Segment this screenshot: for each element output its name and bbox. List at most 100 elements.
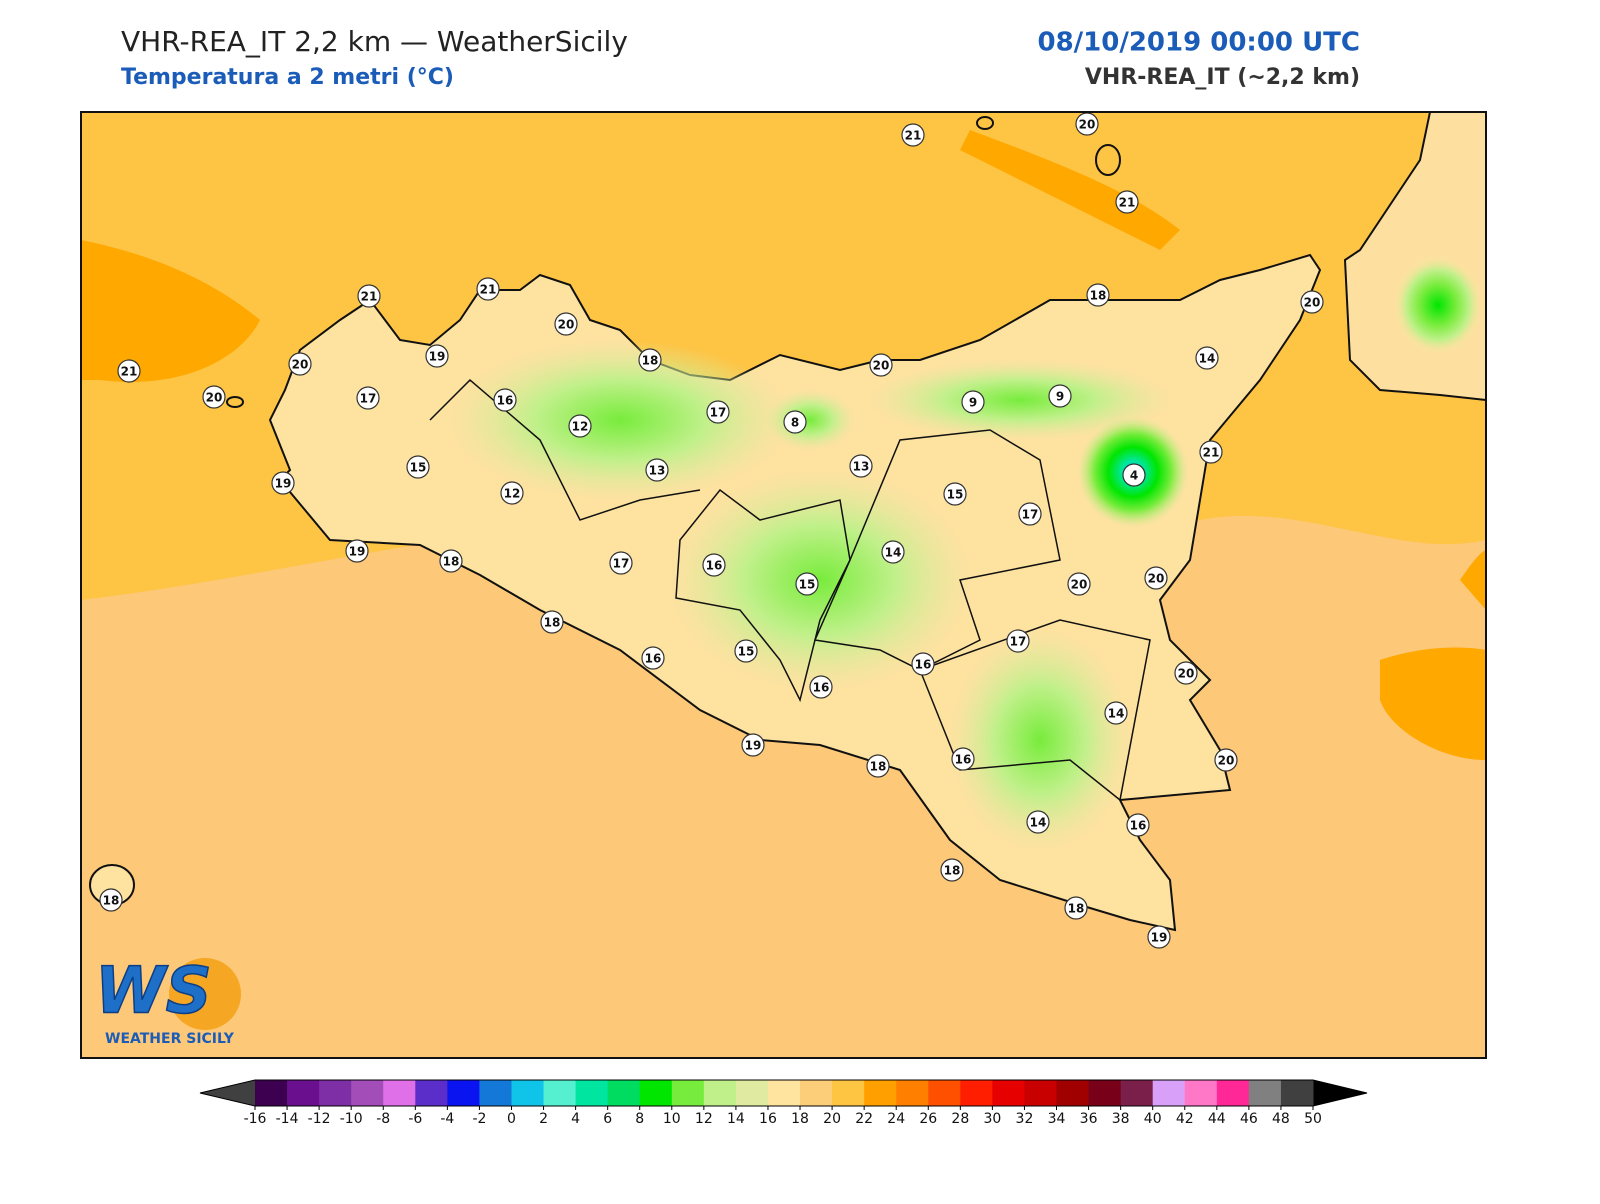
station-value: 18 (870, 760, 887, 774)
logo-mark: WS (95, 955, 212, 1029)
logo-sun (169, 958, 241, 1030)
colorbar-tick-label: 38 (1112, 1111, 1130, 1127)
station-value: 12 (572, 420, 589, 434)
station-marker (476, 277, 500, 301)
station-marker (1122, 463, 1146, 487)
station-marker (1067, 572, 1091, 596)
station-value: 19 (429, 350, 446, 364)
station-value: 15 (799, 578, 816, 592)
station-value: 20 (1304, 296, 1321, 310)
station-marker (911, 652, 935, 676)
colorbar-bin (832, 1080, 865, 1106)
colorbar-bin (1280, 1080, 1314, 1106)
colorbar-tick-label: -16 (244, 1111, 267, 1127)
colorbar-tick-label: 0 (507, 1111, 516, 1127)
station-value: 19 (275, 477, 292, 491)
map-frame (80, 111, 1487, 1059)
station-marker (638, 348, 662, 372)
colorbar-tick-label: 46 (1240, 1111, 1258, 1127)
station-marker (1048, 384, 1072, 408)
station-value: 20 (1218, 754, 1235, 768)
station-marker (869, 353, 893, 377)
station-value: 14 (1199, 352, 1216, 366)
station-value: 21 (1203, 446, 1220, 460)
station-marker (1195, 346, 1219, 370)
colorbar-outline (199, 1079, 1368, 1107)
station-value: 12 (504, 487, 521, 501)
station-value: 14 (885, 546, 902, 560)
station-marker (706, 400, 730, 424)
date: 08/10/2019 00:00 UTC (1037, 28, 1360, 58)
colorbar-bin (447, 1080, 480, 1106)
colorbar-bin (1120, 1080, 1154, 1106)
colorbar-tick-label: 20 (823, 1111, 841, 1127)
station-marker (961, 390, 985, 414)
station-marker (1174, 661, 1198, 685)
colorbar-tick-label: 26 (919, 1111, 937, 1127)
colorbar-bin (287, 1080, 320, 1106)
colorbar-tick-label: 34 (1048, 1111, 1066, 1127)
station-value: 21 (1119, 196, 1136, 210)
colorbar-bin (671, 1080, 705, 1106)
colorbar-tick-label: 22 (855, 1111, 873, 1127)
station-value: 19 (745, 739, 762, 753)
station-labels: 21 20 21 21 21 20 18 20 21 20 20 19 18 20 14 17 16 12 17 8 9… (99, 112, 1324, 949)
station-marker (951, 747, 975, 771)
colorbar-bin (896, 1080, 929, 1106)
station-marker (609, 551, 633, 575)
station-marker (1199, 440, 1223, 464)
colorbar-bin (767, 1080, 801, 1106)
colorbar-bin (1088, 1080, 1122, 1106)
colorbar-tick-label: 36 (1080, 1111, 1098, 1127)
station-value: 16 (1130, 819, 1147, 833)
colorbar-tick-label: 32 (1016, 1111, 1034, 1127)
station-value: 20 (1071, 578, 1088, 592)
colorbar-tick-label: 2 (539, 1111, 548, 1127)
station-value: 17 (360, 392, 377, 406)
station-marker (99, 888, 123, 912)
station-value: 14 (1030, 816, 1047, 830)
station-marker (1300, 290, 1324, 314)
station-marker (357, 284, 381, 308)
station-value: 15 (947, 488, 964, 502)
station-marker (702, 553, 726, 577)
station-value: 8 (791, 416, 799, 430)
station-marker (1104, 701, 1128, 725)
station-value: 19 (1151, 931, 1168, 945)
colorbar-over (1313, 1080, 1367, 1106)
station-marker (554, 312, 578, 336)
colorbar-bin (319, 1080, 352, 1106)
station-marker (795, 572, 819, 596)
station-value: 21 (905, 129, 922, 143)
station-value: 4 (1130, 469, 1138, 483)
colorbar-bin (511, 1080, 545, 1106)
station-marker (940, 858, 964, 882)
station-value: 21 (480, 283, 497, 297)
colorbar-tick-label: 18 (791, 1111, 809, 1127)
colorbar-bin (1024, 1080, 1058, 1106)
colorbar-bin (639, 1080, 673, 1106)
logo-name: WEATHER SICILY (105, 1031, 235, 1047)
station-marker (849, 454, 873, 478)
station-value: 20 (292, 358, 309, 372)
station-marker (783, 410, 807, 434)
colorbar-bin (864, 1080, 897, 1106)
station-value: 18 (544, 616, 561, 630)
colorbar-bin (607, 1080, 641, 1106)
colorbar-bin (351, 1080, 384, 1106)
station-value: 20 (1178, 667, 1195, 681)
station-marker (1086, 283, 1110, 307)
station-marker (1018, 502, 1042, 526)
station-marker (345, 539, 369, 563)
station-marker (1126, 813, 1150, 837)
station-value: 16 (915, 658, 932, 672)
colorbar-bin (1152, 1080, 1186, 1106)
colorbar-tick-label: -12 (308, 1111, 331, 1127)
station-value: 19 (349, 545, 366, 559)
colorbar-tick-label: 42 (1176, 1111, 1194, 1127)
station-value: 21 (361, 290, 378, 304)
colorbar-tick-label: 50 (1304, 1111, 1322, 1127)
station-marker (1115, 190, 1139, 214)
station-marker (1144, 566, 1168, 590)
